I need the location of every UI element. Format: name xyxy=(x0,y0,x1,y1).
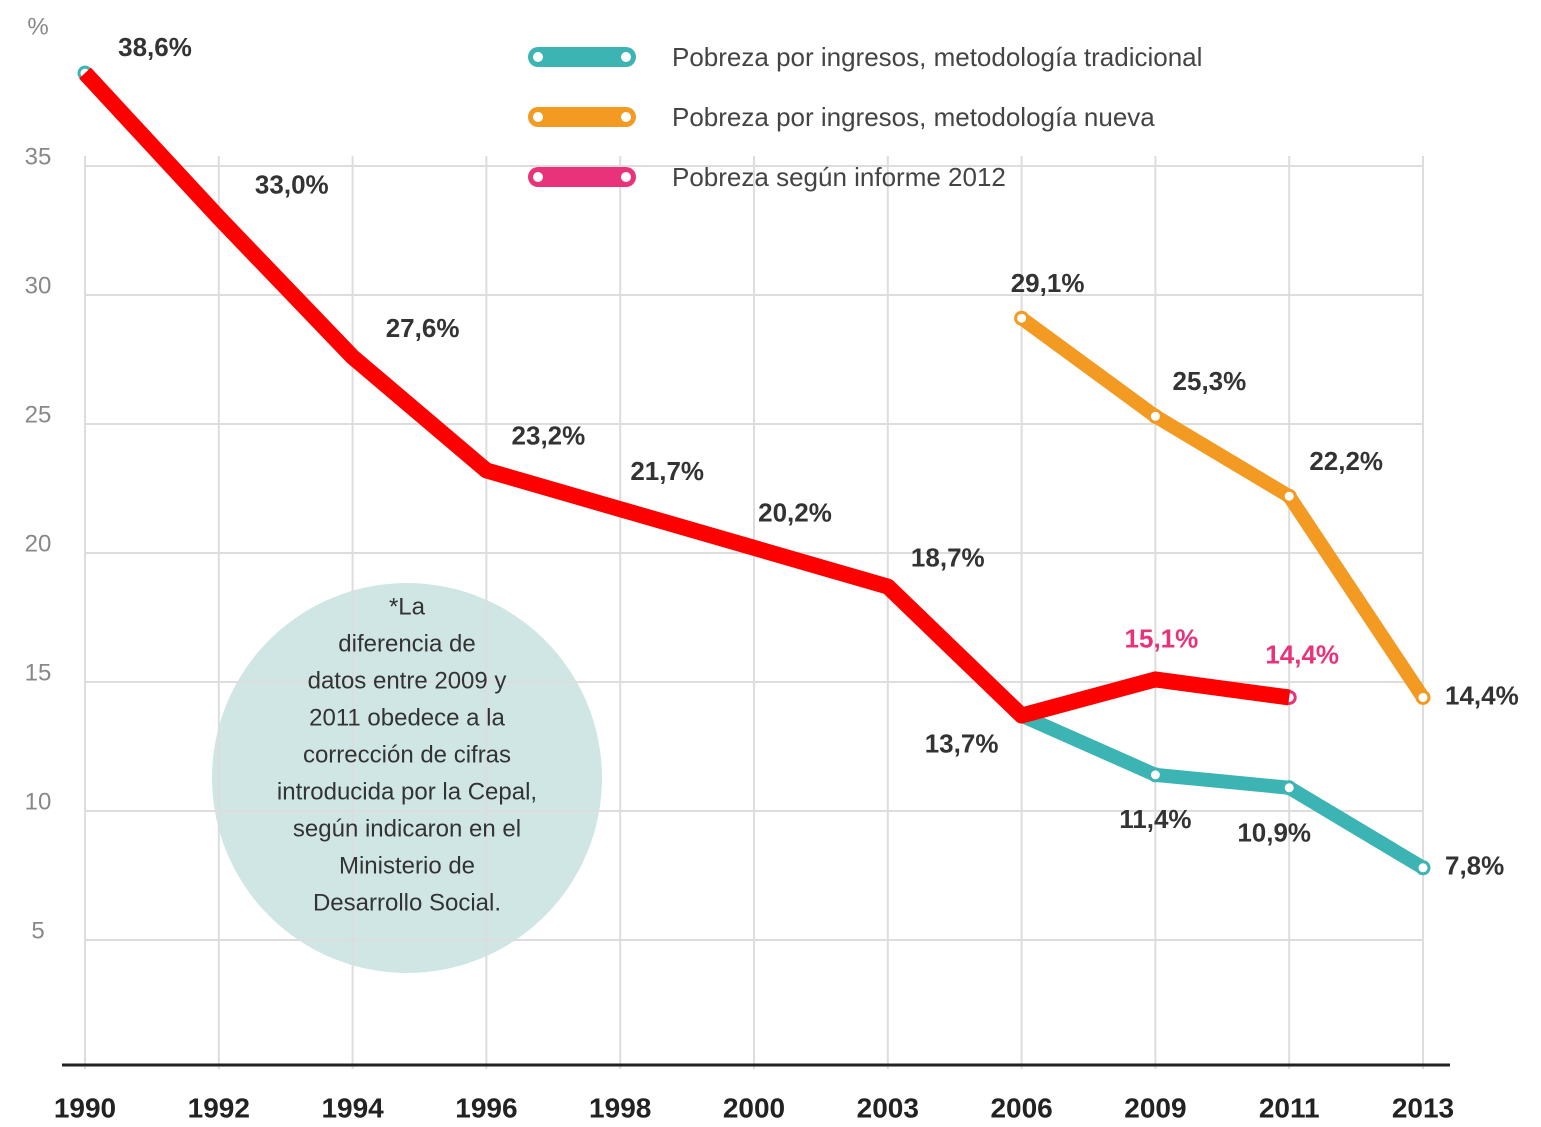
legend-dot xyxy=(533,112,543,122)
data-point xyxy=(1415,860,1431,876)
annotation-text: diferencia de xyxy=(338,630,475,657)
data-label: 23,2% xyxy=(512,420,586,450)
data-label: 7,8% xyxy=(1445,851,1504,881)
data-point xyxy=(1415,689,1431,705)
x-tick-label: 2011 xyxy=(1259,1092,1320,1123)
data-label: 22,2% xyxy=(1309,446,1383,476)
x-tick-label: 1994 xyxy=(321,1092,384,1123)
data-point xyxy=(1281,780,1297,796)
annotation-bubble xyxy=(212,583,602,973)
data-label: 29,1% xyxy=(1011,268,1085,298)
y-tick-label: 20 xyxy=(25,530,52,557)
data-label: 14,4% xyxy=(1265,639,1339,669)
data-label: 21,7% xyxy=(630,456,704,486)
series-line xyxy=(79,67,1291,724)
x-tick-label: 1998 xyxy=(589,1092,651,1123)
legend-label: Pobreza por ingresos, metodología tradic… xyxy=(672,42,1202,72)
data-point xyxy=(1147,767,1163,783)
y-tick-label: 5 xyxy=(31,917,44,944)
data-point xyxy=(1147,408,1163,424)
x-tick-label: 1996 xyxy=(455,1092,517,1123)
legend-dot xyxy=(533,52,543,62)
data-point xyxy=(1014,310,1030,326)
y-tick-label: 15 xyxy=(25,659,52,686)
annotation-text: *La xyxy=(389,593,426,620)
x-tick-label: 2009 xyxy=(1124,1092,1186,1123)
x-tick-label: 2000 xyxy=(723,1092,785,1123)
data-label: 14,4% xyxy=(1445,680,1519,710)
data-label: 18,7% xyxy=(911,542,985,572)
annotation-text: según indicaron en el xyxy=(293,815,521,842)
y-tick-label: 30 xyxy=(25,272,52,299)
annotation-text: datos entre 2009 y xyxy=(308,667,507,694)
data-label: 11,4% xyxy=(1119,804,1191,834)
legend-dot xyxy=(621,112,631,122)
x-tick-label: 2006 xyxy=(990,1092,1052,1123)
data-point xyxy=(1281,488,1297,504)
annotation-text: Desarrollo Social. xyxy=(313,889,501,916)
data-label: 27,6% xyxy=(386,313,460,343)
annotation-text: corrección de cifras xyxy=(303,741,511,768)
legend-label: Pobreza según informe 2012 xyxy=(672,162,1006,192)
y-tick-label: 10 xyxy=(25,788,52,815)
data-label: 20,2% xyxy=(758,498,832,528)
x-tick-label: 2003 xyxy=(857,1092,919,1123)
legend-dot xyxy=(621,52,631,62)
data-label: 38,6% xyxy=(118,32,192,62)
annotation-text: Ministerio de xyxy=(339,852,475,879)
x-tick-label: 2013 xyxy=(1392,1092,1454,1123)
x-tick-label: 1990 xyxy=(54,1092,116,1123)
legend-label: Pobreza por ingresos, metodología nueva xyxy=(672,102,1155,132)
x-tick-label: 1992 xyxy=(188,1092,250,1123)
data-label: 15,1% xyxy=(1125,623,1199,653)
data-label: 10,9% xyxy=(1237,818,1311,848)
y-tick-label: 25 xyxy=(25,401,52,428)
legend-dot xyxy=(621,172,631,182)
data-label: 25,3% xyxy=(1173,366,1247,396)
legend-dot xyxy=(533,172,543,182)
data-label: 33,0% xyxy=(255,169,329,199)
y-axis-label: % xyxy=(27,13,48,40)
y-tick-label: 35 xyxy=(25,143,52,170)
annotation-text: 2011 obedece a la xyxy=(309,704,505,731)
series-line xyxy=(1017,312,1429,702)
data-label: 13,7% xyxy=(925,728,999,758)
annotation-text: introducida por la Cepal, xyxy=(277,778,537,805)
